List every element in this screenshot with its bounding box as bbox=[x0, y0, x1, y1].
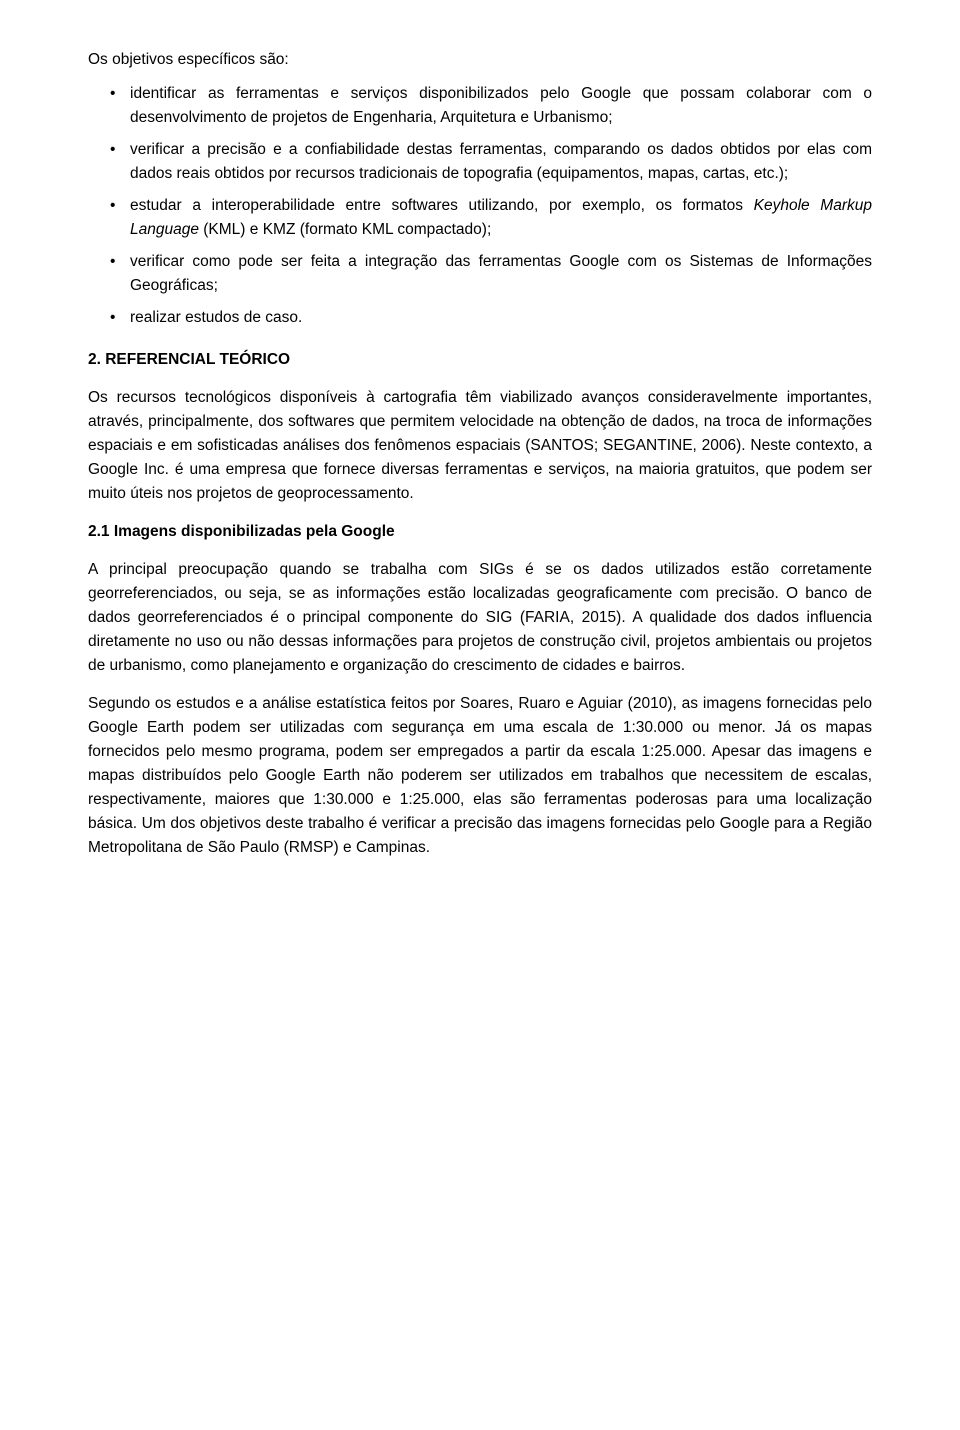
section-2-1-paragraph-1: A principal preocupação quando se trabal… bbox=[88, 558, 872, 678]
section-2-paragraph: Os recursos tecnológicos disponíveis à c… bbox=[88, 386, 872, 506]
list-item: verificar como pode ser feita a integraç… bbox=[88, 250, 872, 298]
section-2-1-heading: 2.1 Imagens disponibilizadas pela Google bbox=[88, 520, 872, 544]
section-2-heading: 2. REFERENCIAL TEÓRICO bbox=[88, 348, 872, 372]
objectives-list: identificar as ferramentas e serviços di… bbox=[88, 82, 872, 330]
list-item: realizar estudos de caso. bbox=[88, 306, 872, 330]
bullet-text-pre: estudar a interoperabilidade entre softw… bbox=[130, 197, 754, 214]
objectives-intro: Os objetivos específicos são: bbox=[88, 48, 872, 72]
section-2-1-paragraph-2: Segundo os estudos e a análise estatísti… bbox=[88, 692, 872, 860]
bullet-text: identificar as ferramentas e serviços di… bbox=[130, 85, 872, 126]
bullet-text: verificar a precisão e a confiabilidade … bbox=[130, 141, 872, 182]
bullet-text: verificar como pode ser feita a integraç… bbox=[130, 253, 872, 294]
list-item: verificar a precisão e a confiabilidade … bbox=[88, 138, 872, 186]
list-item: identificar as ferramentas e serviços di… bbox=[88, 82, 872, 130]
bullet-text: realizar estudos de caso. bbox=[130, 309, 302, 326]
bullet-text-post: (KML) e KMZ (formato KML compactado); bbox=[199, 221, 491, 238]
list-item: estudar a interoperabilidade entre softw… bbox=[88, 194, 872, 242]
